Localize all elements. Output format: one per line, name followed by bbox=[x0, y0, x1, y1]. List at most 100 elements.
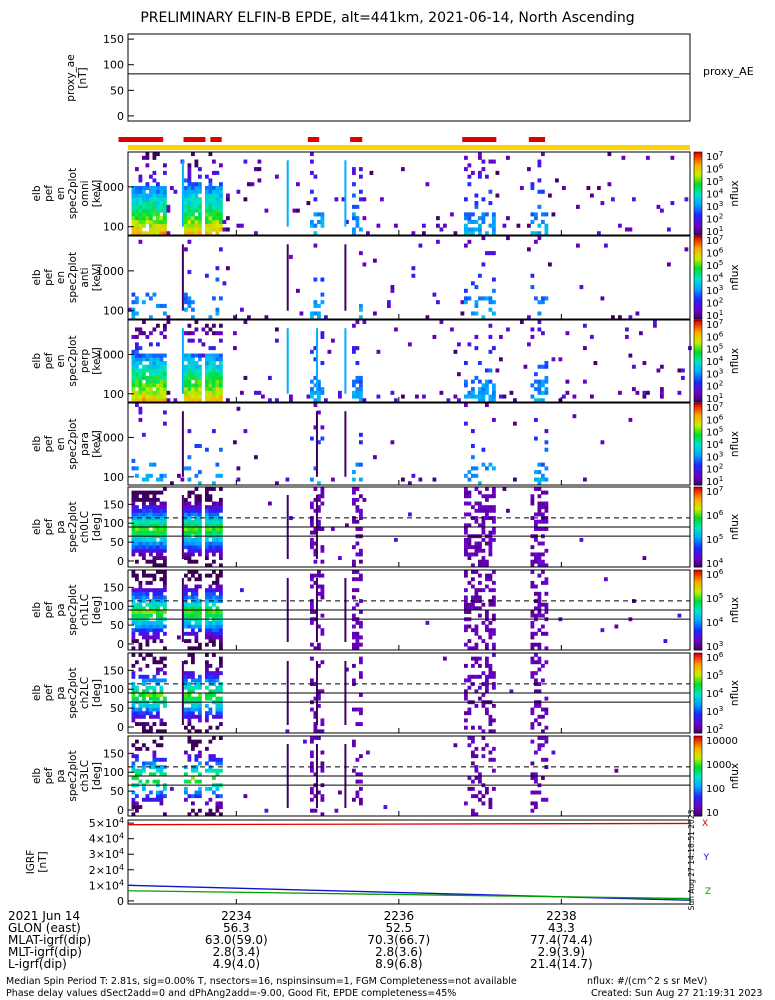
spectrogram-cell bbox=[548, 193, 552, 198]
spectrogram-cell bbox=[481, 216, 486, 221]
spectrogram-cell bbox=[149, 490, 153, 495]
spectrogram-cell bbox=[212, 631, 216, 636]
spectrogram-cell bbox=[320, 425, 325, 430]
spectrogram-cell bbox=[530, 570, 535, 574]
spectrogram-cell bbox=[215, 761, 220, 766]
spectrogram-cell bbox=[310, 768, 314, 773]
spectrogram-cell bbox=[156, 375, 160, 380]
spectrogram-cell bbox=[492, 216, 496, 221]
spectrogram-cell bbox=[236, 189, 241, 194]
colorbar-segment bbox=[694, 201, 702, 205]
spectrogram-ylabel-p4-line-5: [keV] bbox=[91, 430, 103, 458]
igrf-ytick-label: 5×104 bbox=[89, 816, 124, 830]
spectrogram-cell bbox=[191, 231, 195, 236]
spectrogram-cell bbox=[159, 364, 164, 369]
spectrogram-cell bbox=[142, 656, 146, 661]
spectrogram-cell bbox=[149, 505, 153, 510]
spectrogram-cell bbox=[163, 410, 167, 415]
spectrogram-cell bbox=[194, 223, 199, 228]
spectrogram-cell bbox=[310, 808, 314, 813]
spectrogram-ylabel-p6-line-1: pef bbox=[43, 601, 55, 618]
spectrogram-cell bbox=[492, 519, 496, 524]
spectrogram-cell bbox=[159, 201, 164, 206]
spectrogram-cell bbox=[478, 398, 482, 403]
spectrogram-cell bbox=[485, 613, 489, 618]
spectrogram-cell bbox=[320, 631, 325, 636]
spectrogram-cell bbox=[191, 353, 195, 358]
spectrogram-cell bbox=[191, 559, 195, 564]
spectrogram-cell bbox=[205, 357, 209, 362]
spectrogram-cell bbox=[131, 602, 136, 607]
spectrogram-cell bbox=[138, 519, 143, 524]
spectrogram-ylabel-p5-line-0: elb bbox=[31, 519, 43, 535]
spectrogram-cell bbox=[187, 714, 192, 719]
spectrogram-cell bbox=[184, 674, 188, 679]
spectrogram-cell bbox=[215, 357, 220, 362]
colorbar-segment bbox=[694, 195, 702, 199]
spectrogram-cell bbox=[163, 794, 167, 799]
spectrogram-cell bbox=[205, 696, 209, 701]
spectrogram-cell bbox=[478, 541, 482, 546]
spectrogram-cell bbox=[191, 573, 195, 578]
colorbar-segment bbox=[694, 634, 702, 637]
spectrogram-cell bbox=[478, 505, 482, 510]
colorbar-segment bbox=[694, 588, 702, 591]
colorbar-segment bbox=[694, 501, 702, 504]
spectrogram-cell bbox=[138, 379, 143, 384]
spectrogram-cell bbox=[471, 736, 475, 740]
spectrogram-cell bbox=[142, 223, 146, 228]
spectrogram-cell bbox=[145, 591, 150, 596]
colorbar-segment bbox=[694, 812, 702, 815]
spectrogram-cell bbox=[471, 646, 475, 651]
spectrogram-cell bbox=[208, 674, 213, 679]
spectrogram-cell bbox=[492, 757, 496, 762]
spectrogram-cell bbox=[152, 527, 157, 531]
spectrogram-cell bbox=[187, 595, 192, 600]
spectrogram-cell bbox=[534, 470, 538, 475]
colorbar-segment bbox=[694, 411, 702, 414]
spectrogram-cell bbox=[219, 530, 223, 535]
colorbar-segment bbox=[694, 326, 702, 329]
spectrogram-cell bbox=[135, 545, 139, 550]
spectrogram-cell bbox=[184, 588, 188, 593]
spectrogram-cell bbox=[537, 462, 542, 467]
spectrogram-cell bbox=[135, 390, 139, 395]
spectrogram-cell bbox=[390, 288, 395, 293]
spectrogram-cell bbox=[481, 736, 486, 740]
spectrogram-cell bbox=[544, 361, 549, 366]
spectrogram-cell bbox=[152, 660, 157, 665]
spectrogram-cell bbox=[145, 624, 150, 629]
spectrogram-cell bbox=[194, 577, 199, 582]
spectrogram-cell bbox=[131, 548, 136, 553]
spectrogram-cell bbox=[163, 812, 167, 817]
spectrogram-cell bbox=[485, 682, 489, 687]
colorbar-segment bbox=[694, 226, 702, 230]
spectrogram-cell bbox=[499, 394, 503, 399]
spectrogram-cell bbox=[163, 588, 167, 593]
spectrogram-cell bbox=[478, 481, 482, 486]
spectrogram-cell bbox=[163, 487, 167, 491]
spectrogram-cell bbox=[159, 505, 164, 510]
colorbar-segment bbox=[694, 788, 702, 791]
spectrogram-cell bbox=[163, 559, 167, 564]
spectrogram-cell bbox=[537, 519, 542, 524]
spectrogram-cell bbox=[317, 584, 321, 589]
spectrogram-cell bbox=[145, 663, 150, 668]
spectrogram-cell bbox=[212, 197, 216, 202]
spectrogram-cell bbox=[530, 631, 535, 636]
spectrogram-cell bbox=[492, 646, 496, 651]
spectrogram-cell bbox=[184, 606, 188, 611]
spectrogram-cell bbox=[411, 473, 416, 478]
spectrogram-cell bbox=[198, 182, 202, 187]
spectrogram-cell bbox=[205, 620, 209, 625]
colorbar-segment bbox=[694, 731, 702, 734]
spectrogram-cell bbox=[485, 660, 489, 665]
spectrogram-cell bbox=[159, 516, 164, 521]
proxy-ae-ytick-label: 150 bbox=[103, 33, 124, 46]
spectrogram-cell bbox=[163, 208, 167, 213]
spectrogram-cell bbox=[488, 577, 493, 582]
spectrogram-cell bbox=[530, 635, 535, 640]
spectrogram-cell bbox=[544, 725, 549, 730]
spectrogram-cell bbox=[142, 620, 146, 625]
spectrogram-cell bbox=[478, 797, 482, 802]
